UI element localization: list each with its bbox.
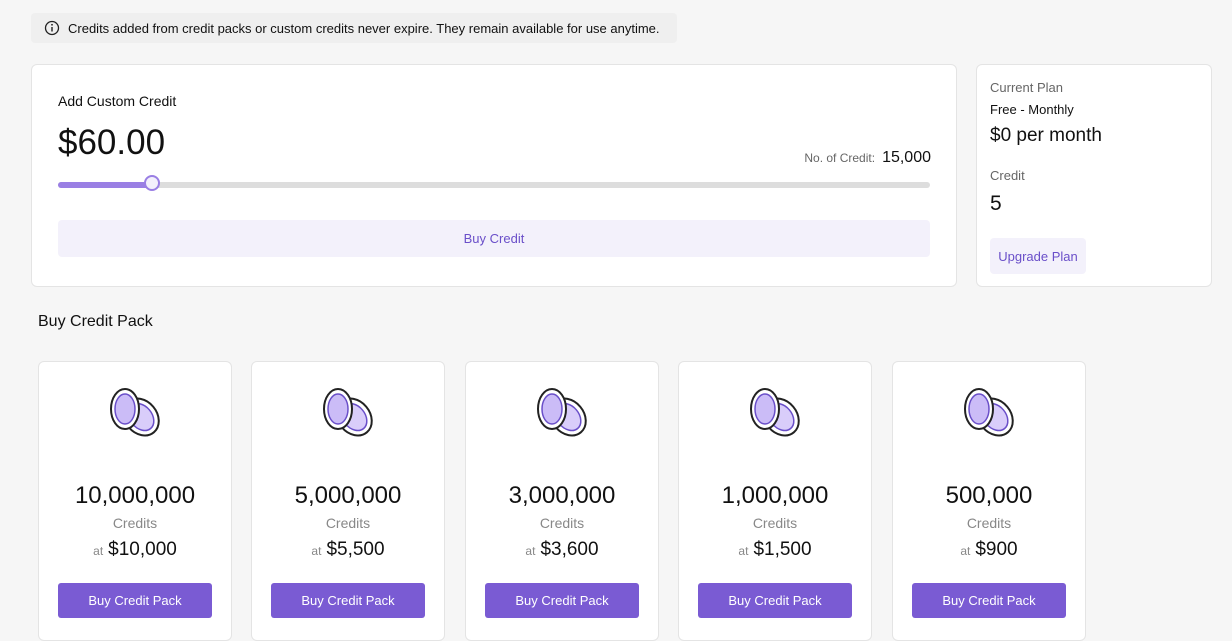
pack-unit: Credits bbox=[966, 515, 1012, 531]
pack-unit: Credits bbox=[112, 515, 158, 531]
plan-label: Current Plan bbox=[990, 80, 1063, 95]
upgrade-button[interactable]: Upgrade Plan bbox=[990, 238, 1086, 274]
credit-label: Credit bbox=[990, 168, 1025, 183]
coin-icon bbox=[110, 388, 160, 437]
pack-at: at bbox=[311, 544, 322, 558]
info-icon bbox=[44, 20, 60, 36]
pack-card: 5,000,000 Credits at $5,500 Buy Credit Pa… bbox=[251, 361, 445, 641]
buy-pack-button[interactable]: Buy Credit Pack bbox=[58, 583, 212, 618]
pack-price-row: at $900 bbox=[893, 539, 1085, 561]
pack-at: at bbox=[960, 544, 971, 558]
pack-credits: 1,000,000 bbox=[721, 482, 829, 509]
pack-price-row: at $5,500 bbox=[252, 539, 444, 561]
pack-unit: Credits bbox=[325, 515, 371, 531]
packs-title: Buy Credit Pack bbox=[38, 313, 153, 330]
slider-thumb[interactable] bbox=[144, 175, 160, 191]
buy-pack-button[interactable]: Buy Credit Pack bbox=[698, 583, 852, 618]
slider-track[interactable] bbox=[58, 175, 930, 191]
buy-pack-button[interactable]: Buy Credit Pack bbox=[271, 583, 425, 618]
pack-price: $3,600 bbox=[540, 539, 599, 560]
credit-count: No. of Credit: 15,000 bbox=[804, 149, 931, 167]
pack-at: at bbox=[93, 544, 104, 558]
pack-unit: Credits bbox=[752, 515, 798, 531]
plan-name: Free - Monthly bbox=[990, 102, 1074, 117]
pack-price: $5,500 bbox=[326, 539, 385, 560]
buy-pack-button[interactable]: Buy Credit Pack bbox=[485, 583, 639, 618]
credit-value: 5 bbox=[990, 192, 1002, 215]
pack-card: 500,000 Credits at $900 Buy Credit Pack bbox=[892, 361, 1086, 641]
pack-price: $10,000 bbox=[108, 539, 177, 560]
pack-credits: 500,000 bbox=[945, 482, 1033, 509]
coin-icon bbox=[750, 388, 800, 437]
pack-card: 3,000,000 Credits at $3,600 Buy Credit Pa… bbox=[465, 361, 659, 641]
plan-price: $0 per month bbox=[990, 125, 1102, 146]
buy-pack-button[interactable]: Buy Credit Pack bbox=[912, 583, 1066, 618]
credits-label: No. of Credit: bbox=[804, 151, 876, 165]
custom-credit-card: Add Custom Credit $60.00 No. of Credit: … bbox=[31, 64, 957, 287]
pack-credits: 10,000,000 bbox=[74, 482, 196, 509]
pack-at: at bbox=[525, 544, 536, 558]
pack-price-row: at $10,000 bbox=[39, 539, 231, 561]
pack-credits: 5,000,000 bbox=[294, 482, 402, 509]
slider-fill bbox=[58, 182, 153, 188]
coin-icon bbox=[323, 388, 373, 437]
notice: Credits added from credit packs or custo… bbox=[31, 13, 677, 43]
pack-price-row: at $1,500 bbox=[679, 539, 871, 561]
pack-price: $1,500 bbox=[753, 539, 812, 560]
notice-text: Credits added from credit packs or custo… bbox=[68, 20, 660, 36]
pack-card: 1,000,000 Credits at $1,500 Buy Credit Pa… bbox=[678, 361, 872, 641]
pack-card: 10,000,000 Credits at $10,000 Buy Credit … bbox=[38, 361, 232, 641]
pack-price-row: at $3,600 bbox=[466, 539, 658, 561]
coin-icon bbox=[537, 388, 587, 437]
coin-icon bbox=[964, 388, 1014, 437]
pack-price: $900 bbox=[975, 539, 1018, 560]
buy-credit-button[interactable]: Buy Credit bbox=[58, 220, 930, 257]
current-plan-card: Current Plan Free - Monthly $0 per month… bbox=[976, 64, 1212, 287]
credits: 15,000 bbox=[882, 149, 931, 166]
pack-unit: Credits bbox=[539, 515, 585, 531]
pack-credits: 3,000,000 bbox=[508, 482, 616, 509]
pack-at: at bbox=[738, 544, 749, 558]
card-title: Add Custom Credit bbox=[58, 93, 177, 109]
price: $60.00 bbox=[58, 123, 166, 162]
